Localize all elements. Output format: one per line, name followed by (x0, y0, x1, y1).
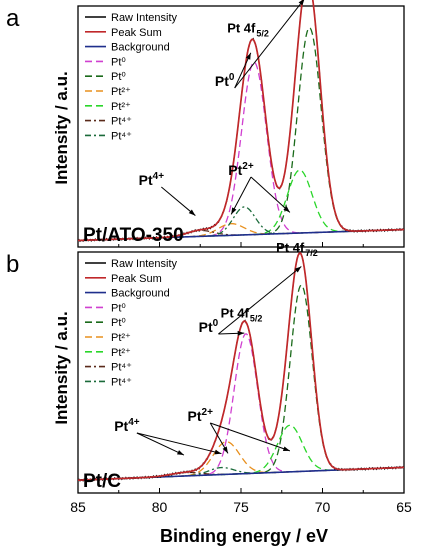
annotation-arrowhead (282, 446, 290, 451)
peak-label-pt4f52: Pt 4f5/2 (221, 305, 263, 323)
annotation-sup: 0 (229, 72, 235, 83)
annotation-pt: Pt2+ (228, 161, 254, 178)
sample-label: Pt/C (83, 471, 121, 492)
annotation-arrow (136, 432, 222, 455)
peak-label-sub: 7/2 (305, 248, 318, 258)
annotation-pt: Pt0 (215, 72, 235, 89)
annotation-arrow (230, 176, 252, 215)
x-tick-label: 80 (152, 499, 168, 515)
annotation-arrow (234, 0, 305, 89)
legend-label-pt4_b: Pt⁴⁺ (111, 130, 132, 142)
legend-label-pt2_a: Pt²⁺ (111, 86, 131, 98)
annotation-sup: 2+ (202, 407, 214, 418)
xlabel: Binding energy / eV (160, 526, 328, 546)
legend-label-pt0_b: Pt⁰ (111, 317, 126, 329)
annotation-arrow (218, 266, 302, 335)
ylabel-b: Intensity / a.u. (52, 311, 71, 424)
peak-label-pt4f52: Pt 4f5/2 (227, 21, 269, 39)
annotation-pt: Pt4+ (114, 417, 140, 434)
series-pt0_a (77, 333, 405, 481)
annotation-arrow (210, 422, 291, 452)
annotation-arrowhead (283, 206, 290, 213)
x-tick-label: 85 (70, 499, 86, 515)
legend-label-raw: Raw Intensity (111, 12, 178, 24)
annotation-sup: 4+ (153, 171, 165, 182)
legend-label-raw: Raw Intensity (111, 258, 178, 270)
legend-label-pt2_b: Pt²⁺ (111, 347, 131, 359)
legend: Raw Intensity Peak Sum Background Pt⁰ Pt⁰ Pt²… (85, 258, 178, 388)
annotation-arrowhead (294, 266, 302, 273)
annotation-arrowhead (231, 207, 237, 215)
peak-label-pt4f72: Pt 4f7/2 (276, 240, 318, 258)
legend-label-pt2_b: Pt²⁺ (111, 101, 131, 113)
series-pt4_b (77, 466, 405, 481)
legend-label-pt4_b: Pt⁴⁺ (111, 376, 132, 388)
legend-label-background: Background (111, 288, 170, 300)
ylabel-a: Intensity / a.u. (52, 71, 71, 184)
legend-label-pt0_a: Pt⁰ (111, 302, 126, 314)
panel-a: Raw Intensity Peak Sum Background Pt⁰ Pt⁰ Pt²… (77, 0, 405, 248)
legend-label-pt2_a: Pt²⁺ (111, 332, 131, 344)
peak-label-sub: 5/2 (256, 29, 269, 39)
annotation-sup: 4+ (128, 417, 140, 428)
annotation-pt: Pt0 (199, 318, 219, 335)
peak-label-sub: 5/2 (250, 313, 263, 323)
legend-label-sum: Peak Sum (111, 27, 162, 39)
legend-label-pt4_a: Pt⁴⁺ (111, 116, 132, 128)
panel-a-letter: a (6, 5, 20, 32)
annotation-arrowhead (188, 209, 196, 216)
x-tick-label: 65 (396, 499, 412, 515)
sample-label: Pt/ATO-350 (83, 225, 184, 246)
annotation-arrowhead (176, 450, 184, 456)
legend-label-pt0_a: Pt⁰ (111, 56, 126, 68)
legend-label-pt4_a: Pt⁴⁺ (111, 362, 132, 374)
legend-label-sum: Peak Sum (111, 273, 162, 285)
legend-label-background: Background (111, 42, 170, 54)
series-peak-sum (77, 0, 405, 242)
annotation-arrowhead (237, 330, 245, 336)
annotation-sup: 2+ (242, 161, 254, 172)
x-tick-label: 75 (233, 499, 249, 515)
x-tick-label: 70 (315, 499, 331, 515)
legend: Raw Intensity Peak Sum Background Pt⁰ Pt⁰ Pt²… (85, 12, 178, 142)
legend-label-pt0_b: Pt⁰ (111, 71, 126, 83)
series-peak-sum (77, 251, 405, 482)
annotation-arrow (161, 186, 196, 216)
annotation-arrowhead (298, 0, 305, 6)
annotation-pt: Pt4+ (139, 171, 165, 188)
annotation-arrowhead (222, 446, 228, 454)
annotation-pt: Pt2+ (188, 407, 214, 424)
annotation-arrow (250, 176, 291, 213)
panel-b-letter: b (6, 251, 19, 278)
annotation-arrow (136, 432, 185, 456)
panel-b: 85 80 75 70 65 Raw Intensity Peak Sum Backgroun… (70, 240, 412, 515)
annotation-arrowhead (214, 449, 222, 455)
annotation-sup: 0 (213, 318, 219, 329)
annotation-arrowhead (245, 52, 251, 60)
panels-layer: Raw Intensity Peak Sum Background Pt⁰ Pt⁰ Pt²… (70, 0, 412, 515)
